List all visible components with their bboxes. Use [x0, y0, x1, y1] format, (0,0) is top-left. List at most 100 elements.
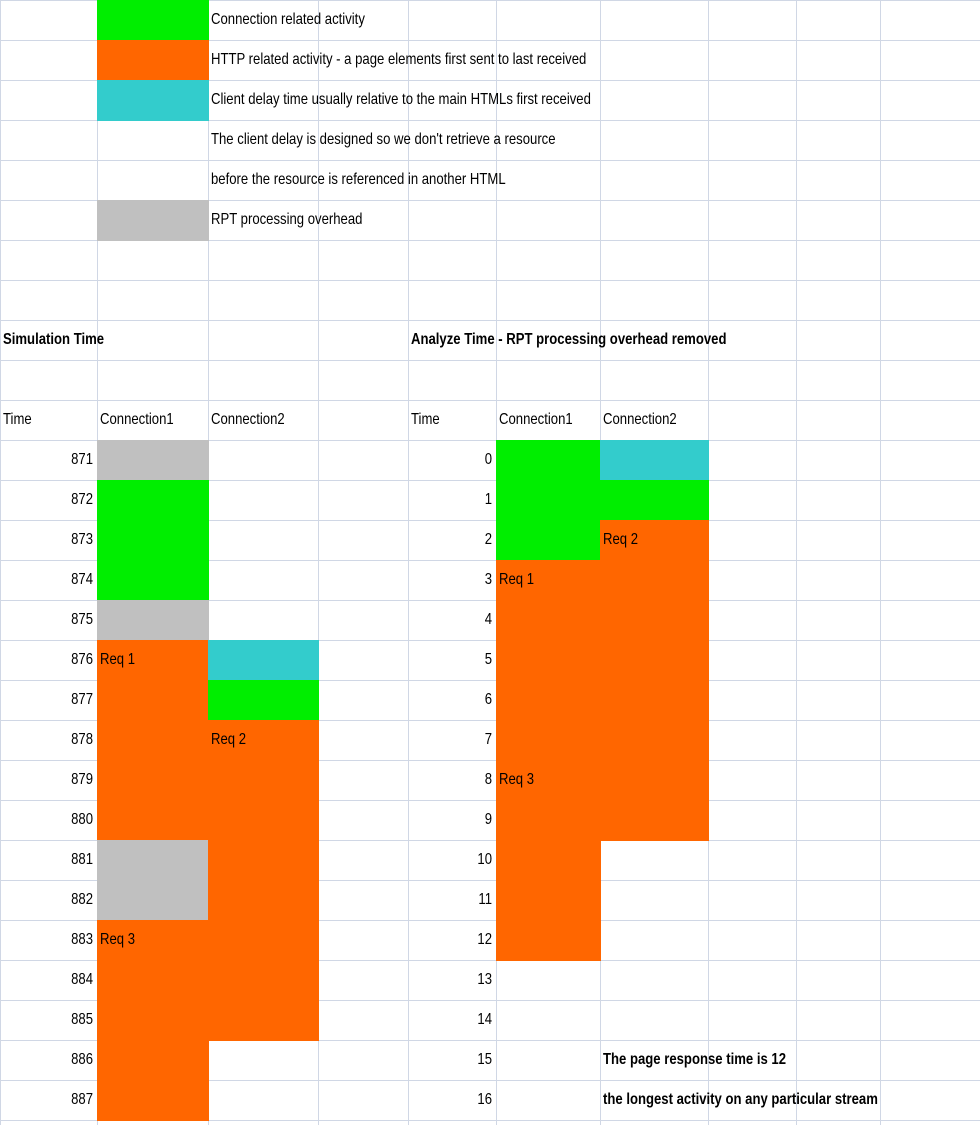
cell-fill	[496, 440, 601, 481]
cell-fill	[496, 840, 601, 881]
time-cell: 879	[71, 771, 93, 788]
cell-fill	[496, 760, 601, 801]
time-cell: 16	[477, 1091, 492, 1108]
grid-line	[0, 240, 980, 241]
grid-line	[0, 200, 980, 201]
time-cell: 886	[71, 1051, 93, 1068]
cell-fill	[600, 480, 709, 521]
time-cell: 5	[484, 651, 492, 668]
cell-fill	[97, 1040, 209, 1081]
cell-fill	[97, 480, 209, 521]
cell-fill	[496, 480, 601, 521]
cell-fill	[208, 680, 319, 721]
grid-line	[318, 0, 319, 1125]
time-cell: 875	[71, 611, 93, 628]
time-cell: 4	[484, 611, 492, 628]
grid-line	[0, 40, 980, 41]
time-cell: 876	[71, 651, 93, 668]
grid-line	[0, 520, 980, 521]
cell-fill	[496, 920, 601, 961]
cell-fill	[496, 800, 601, 841]
request-label: Req 3	[499, 771, 535, 788]
grid-line	[0, 720, 980, 721]
cell-fill	[97, 520, 209, 561]
request-label: Req 3	[100, 931, 136, 948]
time-cell: 9	[484, 811, 492, 828]
cell-fill	[97, 760, 209, 801]
cell-fill	[97, 680, 209, 721]
cell-fill	[600, 520, 709, 561]
cell-fill	[496, 640, 601, 681]
cell-fill	[600, 800, 709, 841]
grid-line	[0, 480, 980, 481]
column-header: Connection1	[100, 411, 174, 428]
table-title: Simulation Time	[3, 331, 105, 348]
grid-line	[0, 320, 980, 321]
request-label: Req 1	[100, 651, 136, 668]
cell-fill	[97, 600, 209, 641]
cell-fill	[97, 880, 209, 921]
cell-fill	[208, 800, 319, 841]
grid-line	[0, 840, 980, 841]
cell-fill	[208, 640, 319, 681]
grid-line	[0, 1000, 980, 1001]
cell-fill	[97, 920, 209, 961]
time-cell: 882	[71, 891, 93, 908]
legend-text: The client delay is designed so we don't…	[211, 131, 556, 148]
time-cell: 6	[484, 691, 492, 708]
grid-line	[408, 0, 409, 1125]
note: The page response time is 12	[603, 1051, 787, 1068]
grid-line	[0, 800, 980, 801]
grid-line	[0, 360, 980, 361]
cell-fill	[97, 640, 209, 681]
request-label: Req 2	[603, 531, 639, 548]
grid-line	[0, 920, 980, 921]
grid-line	[0, 400, 980, 401]
time-cell: 884	[71, 971, 93, 988]
grid-line	[0, 0, 980, 1]
cell-fill	[600, 640, 709, 681]
grid-line	[0, 1080, 980, 1081]
time-cell: 885	[71, 1011, 93, 1028]
time-cell: 15	[477, 1051, 492, 1068]
column-header: Connection1	[499, 411, 573, 428]
cell-fill	[208, 1000, 319, 1041]
time-cell: 7	[484, 731, 492, 748]
cell-fill	[600, 680, 709, 721]
legend-text: before the resource is referenced in ano…	[211, 171, 506, 188]
time-cell: 0	[484, 451, 492, 468]
cell-fill	[97, 440, 209, 481]
grid-line	[0, 80, 980, 81]
time-cell: 873	[71, 531, 93, 548]
cell-fill	[208, 960, 319, 1001]
cell-fill	[496, 880, 601, 921]
cell-fill	[97, 560, 209, 601]
cell-fill	[97, 960, 209, 1001]
cell-fill	[208, 880, 319, 921]
cell-fill	[208, 840, 319, 881]
cell-fill	[97, 720, 209, 761]
legend-text: Client delay time usually relative to th…	[211, 91, 591, 108]
time-cell: 874	[71, 571, 93, 588]
column-header: Time	[3, 411, 32, 428]
cell-fill	[97, 40, 209, 81]
cell-fill	[600, 440, 709, 481]
grid-line	[0, 1040, 980, 1041]
legend-text: HTTP related activity - a page elements …	[211, 51, 587, 68]
time-cell: 881	[71, 851, 93, 868]
time-cell: 11	[478, 891, 492, 908]
cell-fill	[600, 560, 709, 601]
cell-fill	[97, 80, 209, 121]
request-label: Req 2	[211, 731, 247, 748]
grid-line	[0, 560, 980, 561]
grid-line	[0, 960, 980, 961]
cell-fill	[208, 760, 319, 801]
time-cell: 3	[484, 571, 492, 588]
grid-line	[0, 120, 980, 121]
cell-fill	[496, 520, 601, 561]
legend-text: RPT processing overhead	[211, 211, 363, 228]
time-cell: 13	[477, 971, 492, 988]
cell-fill	[97, 840, 209, 881]
grid-line	[0, 1120, 980, 1121]
